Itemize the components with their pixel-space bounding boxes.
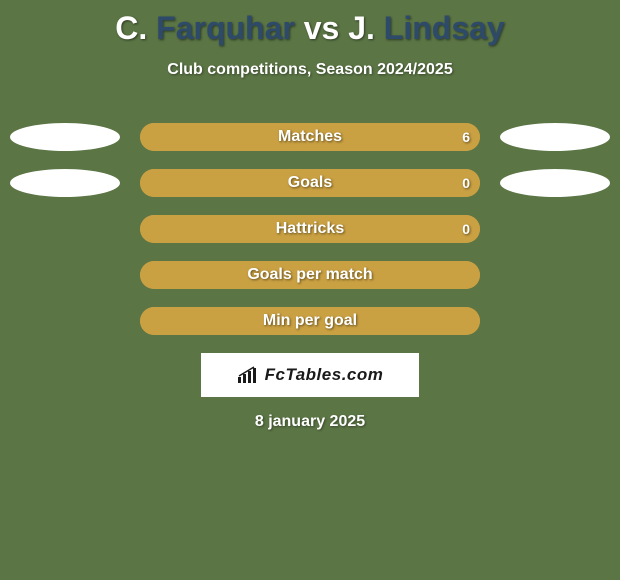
chart-icon xyxy=(237,366,259,384)
stat-label: Min per goal xyxy=(140,307,480,335)
right-spacer xyxy=(500,307,610,335)
page-title: C. Farquhar vs J. Lindsay xyxy=(0,0,620,47)
vs-text: vs xyxy=(304,10,340,46)
stat-label: Matches xyxy=(140,123,480,151)
stat-bar: Min per goal xyxy=(140,307,480,335)
stat-bars: 6Matches 0Goals 0Hattricks Goals per match M… xyxy=(0,123,620,335)
player1-surname: Farquhar xyxy=(156,10,295,46)
stat-bar: Goals per match xyxy=(140,261,480,289)
left-spacer xyxy=(10,261,120,289)
subtitle: Club competitions, Season 2024/2025 xyxy=(0,61,620,79)
left-spacer xyxy=(10,307,120,335)
right-spacer xyxy=(500,215,610,243)
left-ellipse xyxy=(10,169,120,197)
right-spacer xyxy=(500,261,610,289)
right-ellipse xyxy=(500,169,610,197)
logo-box: FcTables.com xyxy=(201,353,419,397)
logo-text: FcTables.com xyxy=(265,365,384,385)
date-text: 8 january 2025 xyxy=(0,413,620,431)
stat-label: Goals xyxy=(140,169,480,197)
left-ellipse xyxy=(10,123,120,151)
left-spacer xyxy=(10,215,120,243)
stat-row: 6Matches xyxy=(0,123,620,151)
player1-initial: C. xyxy=(115,10,147,46)
player2-surname: Lindsay xyxy=(384,10,505,46)
stat-bar: 6Matches xyxy=(140,123,480,151)
stat-row: 0Goals xyxy=(0,169,620,197)
stat-bar: 0Hattricks xyxy=(140,215,480,243)
stat-label: Goals per match xyxy=(140,261,480,289)
stat-bar: 0Goals xyxy=(140,169,480,197)
right-ellipse xyxy=(500,123,610,151)
stat-row: Min per goal xyxy=(0,307,620,335)
stat-row: 0Hattricks xyxy=(0,215,620,243)
stat-label: Hattricks xyxy=(140,215,480,243)
stat-row: Goals per match xyxy=(0,261,620,289)
player2-initial: J. xyxy=(348,10,375,46)
